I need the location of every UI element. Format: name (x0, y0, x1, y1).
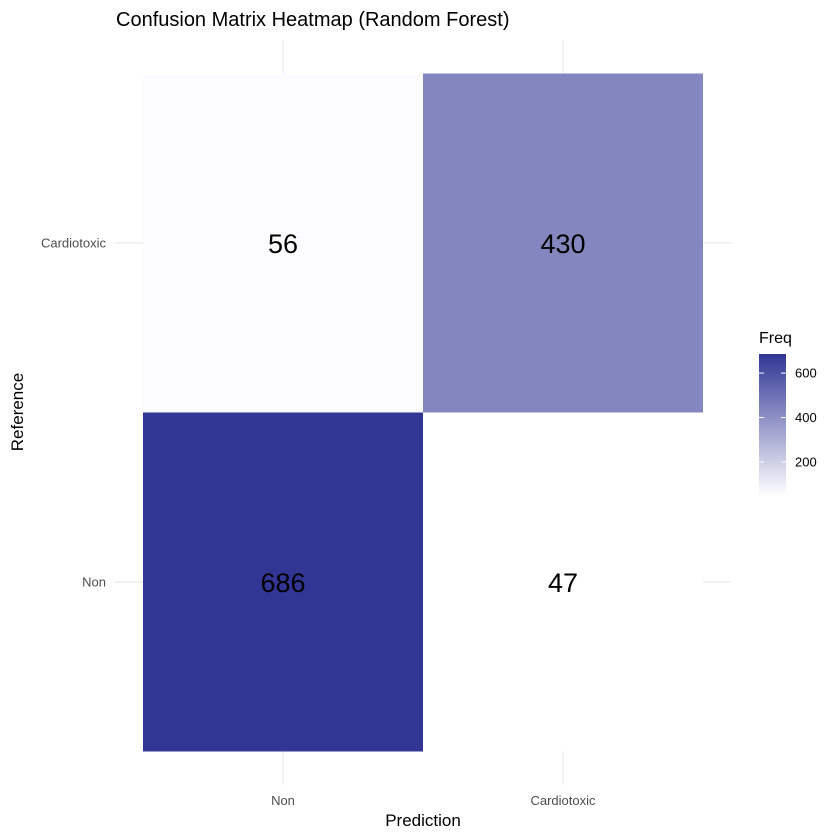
heatmap-cells (143, 73, 703, 752)
legend-title: Freq (759, 330, 792, 347)
x-axis-ticks: Non Cardiotoxic (271, 793, 596, 808)
y-tick-label: Non (82, 575, 106, 590)
heatmap-cell (423, 412, 703, 752)
x-axis-title: Prediction (385, 811, 461, 830)
x-tick-label: Cardiotoxic (530, 793, 596, 808)
legend-ticks: 200 400 600 (759, 366, 817, 470)
cell-value-label: 686 (260, 568, 305, 598)
cell-value-label: 47 (548, 568, 578, 598)
y-tick-label: Cardiotoxic (41, 236, 107, 251)
cell-value-label: 56 (268, 229, 298, 259)
x-tick-label: Non (271, 793, 295, 808)
legend-color-bar (759, 354, 786, 496)
chart-title: Confusion Matrix Heatmap (Random Forest) (116, 9, 509, 31)
cell-value-labels: 56 430 686 47 (260, 229, 585, 598)
legend-tick-label: 200 (795, 455, 817, 470)
legend-tick-label: 600 (795, 366, 817, 381)
legend: Freq 200 400 600 (759, 330, 817, 496)
y-axis-title: Reference (8, 373, 27, 451)
heatmap-cell (423, 73, 703, 413)
heatmap-cell (143, 73, 423, 413)
legend-tick-label: 400 (795, 410, 817, 425)
cell-value-label: 430 (540, 229, 585, 259)
heatmap-cell (143, 412, 423, 752)
y-axis-ticks: Non Cardiotoxic (41, 236, 107, 590)
